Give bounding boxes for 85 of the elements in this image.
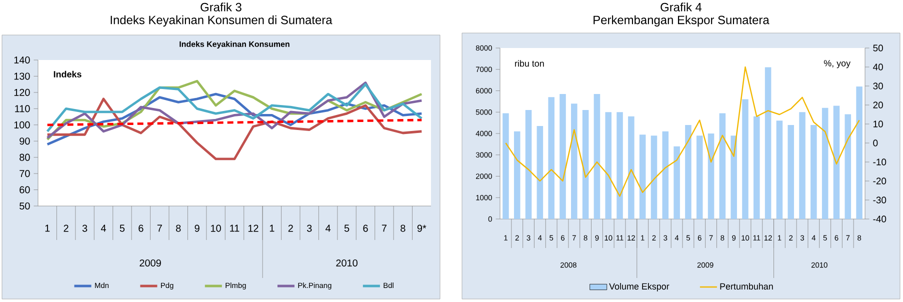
y-tick-label: 130 [14, 72, 30, 80]
bar [605, 112, 612, 219]
y-tick-label: 80 [20, 154, 30, 161]
y2-tick-label: 10 [874, 120, 883, 128]
bar [662, 131, 669, 219]
bar [560, 94, 566, 219]
bar [628, 116, 634, 219]
y2-tick-label: 50 [873, 44, 883, 52]
chart-title: Grafik 3 [200, 2, 242, 12]
y-tick-label: 60 [20, 186, 30, 194]
y-tick-label: 100 [14, 121, 30, 128]
bar [514, 131, 520, 219]
bar [764, 67, 772, 219]
bar [754, 116, 760, 219]
bar [548, 97, 554, 219]
y2-tick-label: -10 [873, 158, 886, 166]
x-tick-label: 6 [363, 224, 368, 232]
x-tick-label: 9 [194, 224, 200, 232]
x-tick-label: 5 [344, 224, 350, 232]
bar [536, 126, 544, 219]
x-tick-label: 6 [138, 224, 144, 232]
bar [844, 114, 852, 219]
bar [730, 136, 737, 219]
y-axis-title: Indeks [54, 70, 82, 78]
bar [696, 136, 703, 219]
bar [776, 120, 783, 219]
x-tick-label: 7 [382, 224, 386, 232]
y-tick-label: 50 [20, 202, 30, 210]
bar [674, 146, 680, 219]
chart-subtitle: Indeks Keyakinan Konsumen di Sumatera [110, 15, 332, 27]
y-tick-label: 110 [15, 105, 30, 112]
bar [822, 108, 828, 219]
x-tick-label: 1 [270, 224, 274, 232]
x-tick-label: 12 [248, 224, 258, 232]
y2-tick-label: -30 [873, 196, 886, 204]
x-tick-label: 10 [211, 224, 221, 232]
y-tick-label: 120 [14, 88, 30, 96]
bar [594, 94, 600, 219]
x-tick-label: 3 [306, 224, 312, 232]
legend-label: Volume Ekspor [609, 283, 670, 292]
y2-tick-label: -40 [873, 216, 886, 222]
x-tick-label: 2 [64, 224, 68, 232]
chart-title: Grafik 4 [660, 2, 702, 12]
bar [639, 134, 646, 219]
bar [571, 104, 578, 219]
x-tick-label: 5 [120, 224, 125, 232]
y-tick-label: 70 [20, 170, 30, 178]
bar [650, 136, 658, 219]
legend-label: Pertumbuhan [720, 283, 773, 290]
bar [708, 134, 714, 219]
x-tick-label: 1 [45, 224, 50, 232]
chart-subtitle: Perkembangan Ekspor Sumatera [594, 15, 770, 27]
text: 2009 [140, 259, 161, 267]
x-tick-label: 9* [417, 224, 426, 232]
x-tick-label: 8 [400, 224, 406, 232]
x-tick-label: 8 [176, 224, 181, 232]
x-tick-label: 2 [288, 224, 293, 232]
y2-tick-label: 40 [873, 64, 883, 70]
y-tick-label: 140 [14, 56, 30, 64]
y2-tick-label: 30 [873, 82, 883, 90]
y2-tick-label: 0 [873, 140, 878, 146]
y2-tick-label: -20 [873, 178, 886, 184]
x-tick-label: 4 [326, 224, 331, 232]
bar [742, 99, 748, 219]
bar [799, 112, 806, 219]
bar [719, 113, 726, 219]
bar [810, 124, 817, 219]
bar [833, 106, 840, 219]
y-tick-label: 90 [20, 138, 30, 145]
x-tick-label: 3 [82, 224, 88, 232]
y-axis-title: ribu ton [515, 60, 544, 67]
bar [856, 86, 862, 219]
y2-axis-title: %, yoy [824, 60, 851, 68]
bar [582, 110, 589, 219]
text: 2010 [336, 259, 358, 267]
y2-tick-label: 20 [873, 102, 883, 108]
bar [685, 124, 692, 219]
bar [788, 124, 794, 219]
line-series [46, 92, 423, 146]
bar [616, 112, 623, 219]
x-tick-label: 7 [157, 224, 162, 232]
bar [525, 110, 532, 219]
bar [502, 113, 509, 219]
x-tick-label: 4 [100, 224, 106, 232]
x-tick-label: 11 [230, 224, 240, 232]
